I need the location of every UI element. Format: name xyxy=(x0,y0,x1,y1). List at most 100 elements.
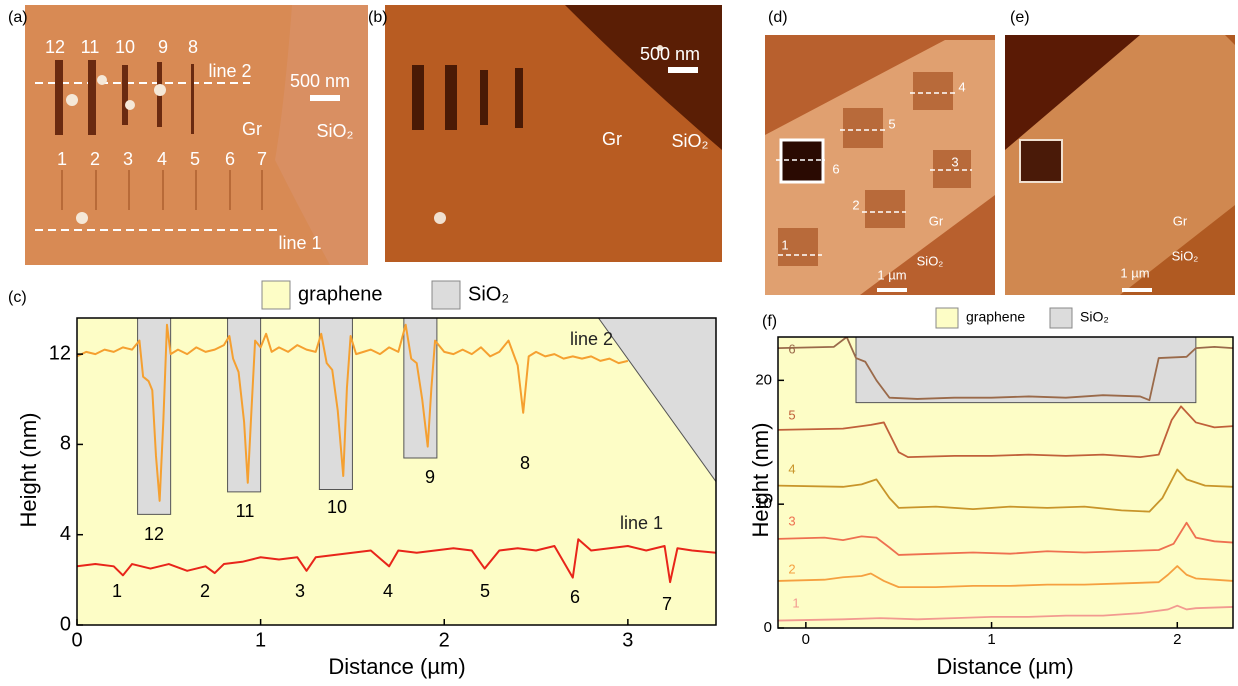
image-annotation: Gr xyxy=(929,213,944,228)
image-annotation: 1 µm xyxy=(877,267,906,282)
image-annotation: 8 xyxy=(188,37,198,57)
line-series xyxy=(778,521,1233,556)
sio2-region xyxy=(855,337,1197,404)
profile-annotation: 7 xyxy=(662,594,672,614)
x-tick-label: 3 xyxy=(622,629,633,651)
series-label: line 2 xyxy=(570,329,613,349)
series-label: 4 xyxy=(788,461,795,476)
y-tick-label: 10 xyxy=(755,495,772,512)
image-annotation: SiO₂ xyxy=(317,121,354,141)
y-axis-label: Height (nm) xyxy=(748,423,773,538)
image-annotation: SiO₂ xyxy=(917,253,944,268)
image-annotation: 500 nm xyxy=(640,44,700,64)
panel-label: (d) xyxy=(768,9,788,26)
panel-label: (c) xyxy=(8,289,27,306)
profile-annotation: 4 xyxy=(383,581,393,601)
image-annotation: 12 xyxy=(45,37,65,57)
image-annotation: 6 xyxy=(225,149,235,169)
legend-label: graphene xyxy=(298,283,383,305)
y-tick-label: 8 xyxy=(60,433,71,455)
legend-label: graphene xyxy=(966,309,1025,325)
image-annotation: 1 xyxy=(781,237,788,252)
line-series xyxy=(77,538,716,584)
y-tick-label: 0 xyxy=(764,619,772,636)
x-axis-label: Distance (µm) xyxy=(936,654,1073,679)
y-tick-label: 0 xyxy=(60,613,71,635)
image-annotation: SiO₂ xyxy=(1172,248,1199,263)
image-annotation: 10 xyxy=(115,37,135,57)
image-annotation: 2 xyxy=(852,197,859,212)
series-label: 2 xyxy=(788,561,795,576)
legend-label: SiO₂ xyxy=(1080,309,1109,325)
plot-frame xyxy=(777,336,1234,629)
image-annotation: line 2 xyxy=(208,61,251,81)
x-tick-label: 1 xyxy=(987,631,995,648)
afm-image-d xyxy=(765,35,995,295)
x-axis-label: Distance (µm) xyxy=(328,654,465,679)
plot-area xyxy=(778,337,1233,622)
image-annotation: 11 xyxy=(81,37,100,57)
legend-swatch xyxy=(431,280,461,310)
image-annotation: 4 xyxy=(958,79,965,94)
image-annotation: 5 xyxy=(888,116,895,131)
line-series xyxy=(778,604,1233,622)
legend-swatch xyxy=(1049,307,1073,329)
profile-annotation: 5 xyxy=(480,581,490,601)
image-annotation: 3 xyxy=(951,154,958,169)
profile-annotation: 6 xyxy=(570,587,580,607)
panel-label: (b) xyxy=(368,9,388,26)
y-axis-label: Height (nm) xyxy=(16,413,41,528)
image-annotation: 6 xyxy=(832,161,839,176)
panel-label: (a) xyxy=(8,9,28,26)
x-tick-label: 1 xyxy=(255,629,266,651)
image-annotation: 500 nm xyxy=(290,71,350,91)
x-tick-label: 0 xyxy=(71,629,82,651)
profile-annotation: 3 xyxy=(295,581,305,601)
y-tick-label: 4 xyxy=(60,523,71,545)
series-label: 5 xyxy=(788,407,795,422)
profile-annotation: 8 xyxy=(520,453,530,473)
profile-annotation: 12 xyxy=(144,524,164,544)
image-annotation: SiO₂ xyxy=(672,131,709,151)
series-label: 6 xyxy=(788,341,795,356)
legend-label: SiO₂ xyxy=(468,283,509,305)
image-annotation: Gr xyxy=(602,129,622,149)
legend-swatch xyxy=(261,280,291,310)
series-label: line 1 xyxy=(620,513,663,533)
image-annotation: Gr xyxy=(1173,213,1188,228)
profile-annotation: 10 xyxy=(327,497,347,517)
plot-background xyxy=(77,318,716,625)
image-annotation: 4 xyxy=(157,149,167,169)
series-label: 1 xyxy=(792,595,799,610)
afm-image-a xyxy=(25,5,368,265)
plot-frame xyxy=(76,317,717,626)
x-tick-label: 2 xyxy=(439,629,450,651)
image-annotation: line 1 xyxy=(278,233,321,253)
image-annotation: 9 xyxy=(158,37,168,57)
line-series xyxy=(778,337,1233,402)
profile-annotation: 9 xyxy=(425,467,435,487)
line-series xyxy=(778,405,1233,459)
legend-swatch xyxy=(935,307,959,329)
profile-annotation: 1 xyxy=(112,581,122,601)
line-series xyxy=(77,323,629,502)
sio2-region xyxy=(227,318,262,493)
sio2-region xyxy=(597,318,716,483)
profile-annotation: 11 xyxy=(236,501,255,521)
panel-label: (e) xyxy=(1010,9,1030,26)
y-tick-label: 20 xyxy=(755,371,772,388)
series-label: 3 xyxy=(788,513,795,528)
image-annotation: 3 xyxy=(123,149,133,169)
y-tick-label: 12 xyxy=(49,342,71,364)
image-annotation: 1 xyxy=(57,149,67,169)
panel-label: (f) xyxy=(762,313,777,330)
x-tick-label: 2 xyxy=(1173,631,1181,648)
image-annotation: 5 xyxy=(190,149,200,169)
image-annotation: 1 µm xyxy=(1120,265,1149,280)
line-series xyxy=(778,565,1233,589)
line-series xyxy=(778,468,1233,513)
image-annotation: 2 xyxy=(90,149,100,169)
image-annotation: Gr xyxy=(242,119,262,139)
